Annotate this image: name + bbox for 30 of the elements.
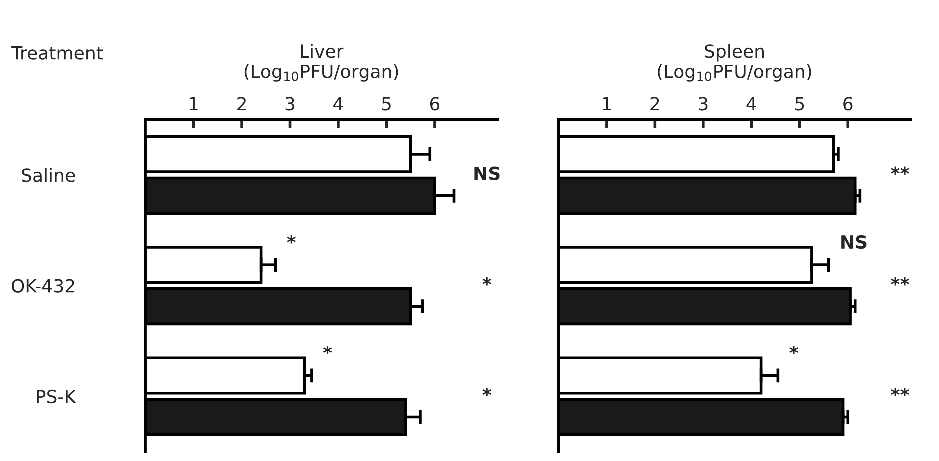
x-tick-label: 1 — [190, 97, 198, 111]
annotation: ** — [891, 277, 910, 286]
x-tick-label: 3 — [286, 97, 295, 111]
y-axis-title: Treatment — [12, 46, 104, 60]
annotation: NS — [474, 166, 500, 180]
x-tick-label: 4 — [334, 97, 344, 111]
annotation: * — [482, 388, 492, 396]
x-tick-label: 6 — [844, 97, 853, 111]
x-tick-label: 3 — [699, 97, 708, 111]
annotation: NS — [842, 235, 867, 250]
chart-title: Liver — [301, 44, 344, 58]
annotation: ** — [891, 388, 910, 396]
x-tick-label: 4 — [746, 97, 756, 111]
x-tick-label: 1 — [603, 97, 612, 111]
x-tick-label: 2 — [650, 97, 660, 111]
x-tick-label: 5 — [382, 97, 391, 111]
annotation: * — [790, 346, 798, 354]
x-tick-label: 6 — [430, 97, 440, 111]
x-tick-label: 5 — [796, 97, 804, 111]
chart-subtitle: (Log$_{10}$PFU/organ) — [244, 64, 398, 82]
chart-subtitle: (Log$_{10}$PFU/organ) — [658, 64, 812, 82]
y-tick-label: Saline — [22, 168, 76, 182]
annotation: ** — [891, 166, 910, 176]
y-tick-label: PS-K — [37, 390, 76, 404]
annotation: * — [287, 235, 296, 244]
y-tick-label: OK-432 — [12, 279, 74, 293]
annotation: * — [323, 346, 332, 354]
annotation: * — [482, 277, 492, 286]
x-tick-label: 2 — [238, 97, 246, 111]
chart-title: Spleen — [705, 44, 764, 62]
